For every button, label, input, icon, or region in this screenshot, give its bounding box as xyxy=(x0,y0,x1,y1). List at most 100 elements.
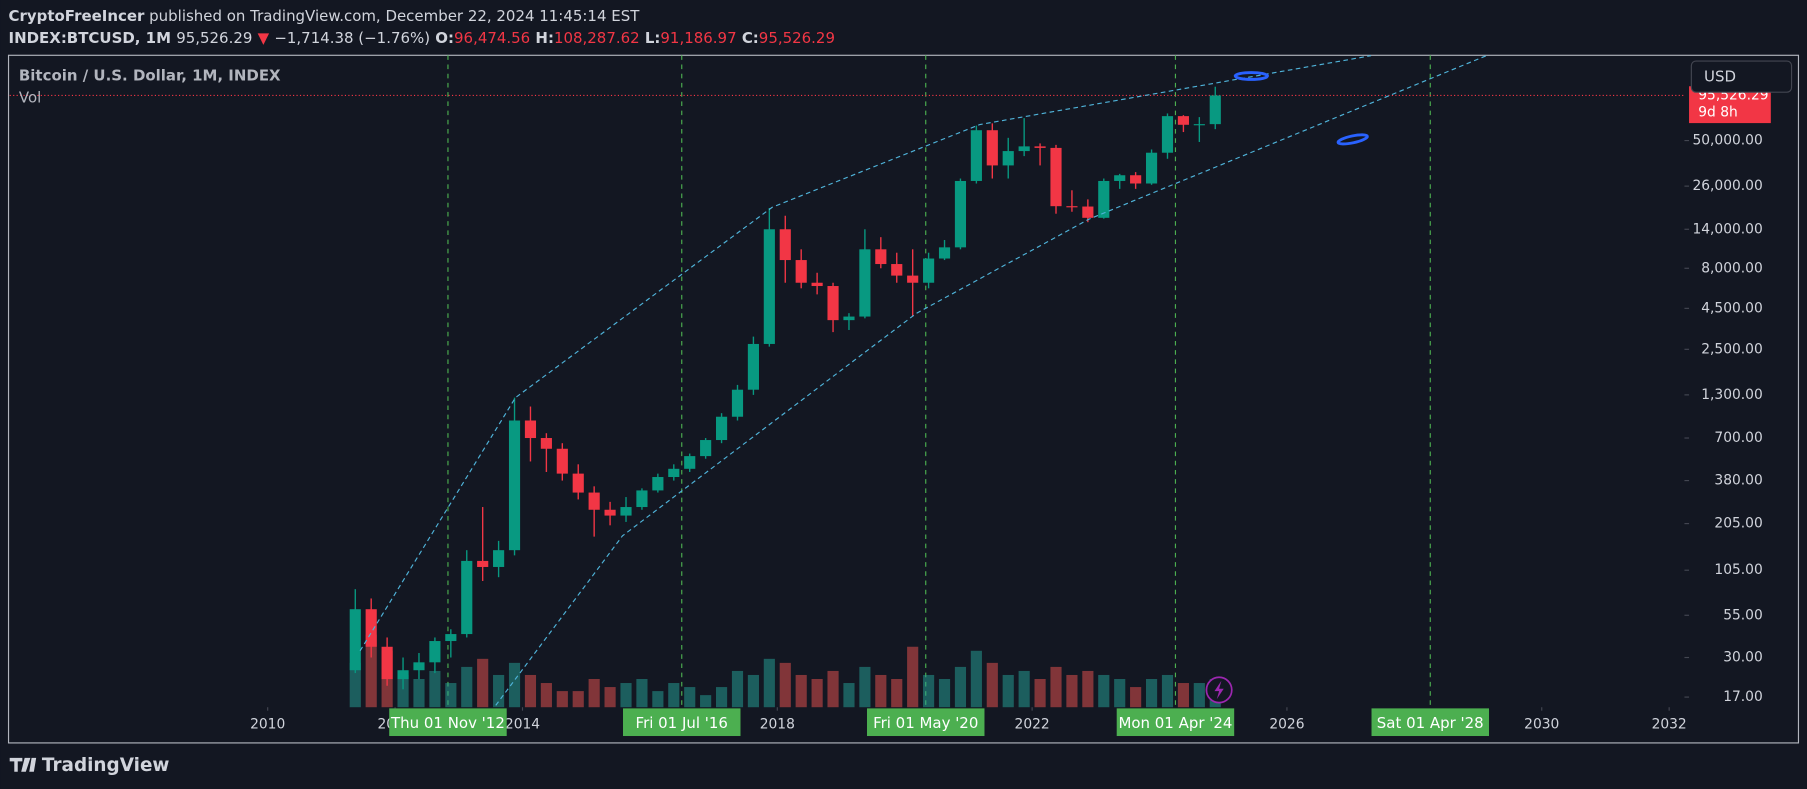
candle-body xyxy=(923,258,935,283)
volume-bar xyxy=(1002,674,1014,708)
x-tick-label: 2010 xyxy=(250,716,285,732)
volume-bar xyxy=(1130,687,1142,708)
y-tick-label: 700.00 xyxy=(1714,430,1762,446)
x-tick-label: 2030 xyxy=(1524,716,1559,732)
candle-body xyxy=(668,468,680,478)
volume-bar xyxy=(795,674,807,708)
event-label: Fri 01 May '20 xyxy=(873,714,978,732)
currency[interactable]: USD xyxy=(1704,68,1736,86)
candle-body xyxy=(811,282,823,287)
change: −1,714.38 (−1.76%) xyxy=(274,29,430,47)
y-tick-label: 55.00 xyxy=(1723,607,1763,623)
candle-body xyxy=(556,448,568,474)
volume-bar xyxy=(429,670,441,708)
volume-bar xyxy=(1066,674,1078,708)
currency-button[interactable] xyxy=(1690,60,1793,93)
candle-body xyxy=(477,560,489,567)
candle-body xyxy=(731,389,744,417)
ohlc-label: O: xyxy=(435,29,454,47)
volume-bar xyxy=(779,662,791,708)
y-tick-label: 8,000.00 xyxy=(1701,260,1763,276)
volume-bar xyxy=(875,674,887,708)
chart-frame xyxy=(7,54,1800,744)
candle-body xyxy=(365,609,377,647)
y-tick-label: 30.00 xyxy=(1723,650,1763,666)
symbol: INDEX:BTCUSD, 1M xyxy=(9,29,171,47)
volume-bar xyxy=(763,658,775,708)
ohlc-label: L: xyxy=(645,29,661,47)
candle-body xyxy=(907,275,919,283)
candle-body xyxy=(572,473,584,493)
candle-body xyxy=(1034,146,1046,148)
volume-bar xyxy=(1098,674,1110,708)
candle-body xyxy=(779,229,791,261)
y-tick-label: 205.00 xyxy=(1714,516,1762,532)
volume-bar xyxy=(715,687,728,708)
candle-body xyxy=(1002,151,1014,166)
candle-body xyxy=(381,646,393,680)
volume-bar xyxy=(859,666,871,708)
candle-body xyxy=(875,249,887,265)
volume-bar xyxy=(604,687,616,708)
candle-body xyxy=(891,264,903,276)
candle-body xyxy=(524,420,537,439)
y-tick-label: 2,500.00 xyxy=(1701,341,1763,357)
candle-body xyxy=(700,440,712,457)
volume-bar xyxy=(1114,679,1126,708)
candle-body xyxy=(715,416,728,441)
y-tick-label: 105.00 xyxy=(1714,562,1762,578)
candle-body xyxy=(795,260,807,283)
volume-bar xyxy=(508,662,521,708)
volume-bar xyxy=(620,683,632,708)
candle-body xyxy=(540,438,552,449)
candle-body xyxy=(1082,206,1094,218)
event-label: Fri 01 Jul '16 xyxy=(636,714,728,732)
candle-body xyxy=(970,130,982,181)
event-label-box xyxy=(1371,708,1490,737)
ohlc-value: 96,474.56 xyxy=(454,29,530,47)
candle-body xyxy=(397,670,409,680)
volume-bar xyxy=(986,662,998,708)
volume-bar xyxy=(493,674,505,708)
candle-body xyxy=(620,507,632,516)
candle-body xyxy=(445,634,457,642)
volume-bar xyxy=(938,679,951,708)
volume-bar xyxy=(1145,679,1158,708)
volume-bar xyxy=(811,679,823,708)
volume-bar xyxy=(652,691,664,708)
volume-bar xyxy=(572,691,584,708)
volume-bar xyxy=(1161,674,1174,708)
x-tick-label: 2018 xyxy=(760,716,795,732)
volume-bar xyxy=(1082,670,1094,708)
volume-bar xyxy=(397,674,409,708)
x-tick-label: 2032 xyxy=(1652,716,1687,732)
chart-title: Bitcoin / U.S. Dollar, 1M, INDEX xyxy=(19,67,281,85)
candle-body xyxy=(986,130,998,166)
candle-body xyxy=(1018,146,1030,152)
header-line-2: INDEX:BTCUSD, 1M 95,526.29 ▼ −1,714.38 (… xyxy=(9,29,835,47)
event-label: Thu 01 Nov '12 xyxy=(390,714,505,732)
volume-bar xyxy=(524,674,537,708)
candle-body xyxy=(684,456,696,469)
volume-bar xyxy=(349,662,361,708)
candle-body xyxy=(859,249,871,317)
volume-bar xyxy=(891,679,903,708)
y-tick-label: 380.00 xyxy=(1714,473,1762,489)
candle-body xyxy=(1098,180,1110,218)
volume-bar xyxy=(731,670,744,708)
volume-bar xyxy=(540,683,552,708)
volume-bar xyxy=(1177,683,1189,708)
y-tick-label: 4,500.00 xyxy=(1701,300,1763,316)
ohlc-label: H: xyxy=(535,29,554,47)
candle-body xyxy=(1066,206,1078,208)
volume-bar xyxy=(477,658,489,708)
candle-body xyxy=(763,229,775,344)
volume-bar xyxy=(668,683,680,708)
candle-body xyxy=(954,180,967,248)
x-tick-label: 2026 xyxy=(1269,716,1304,732)
candle-body xyxy=(1209,95,1221,125)
y-tick-label: 50,000.00 xyxy=(1692,133,1762,149)
volume-label: Vol xyxy=(19,88,41,106)
